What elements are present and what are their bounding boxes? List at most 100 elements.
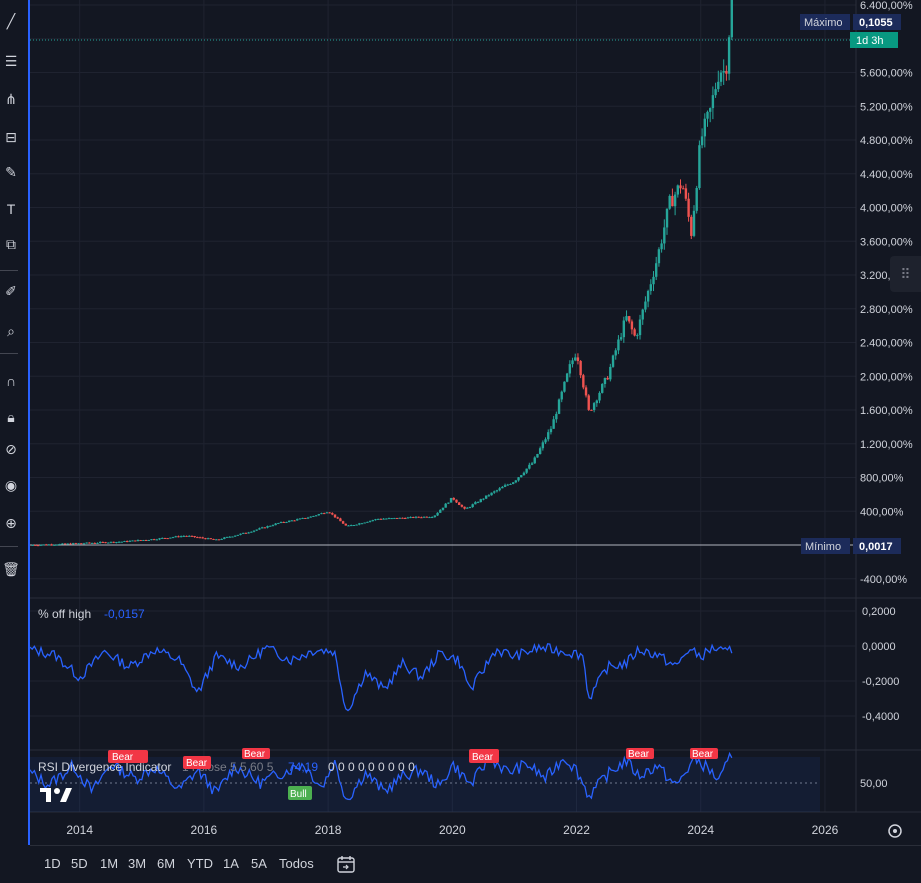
candle (687, 192, 690, 222)
candle-body (344, 523, 348, 526)
range-button-1m[interactable]: 1M (100, 856, 119, 871)
candle-body (528, 464, 531, 469)
globe-icon[interactable]: ⊕ (5, 515, 17, 531)
range-button-ytd[interactable]: YTD (187, 856, 213, 871)
rsi-pane[interactable] (30, 750, 820, 812)
range-button-todos[interactable]: Todos (279, 856, 314, 871)
candle-body (368, 520, 372, 522)
candle-body (347, 525, 350, 527)
candle-body (638, 319, 642, 336)
candle (290, 520, 294, 522)
brush-icon[interactable]: ✎ (5, 164, 17, 180)
gann-icon[interactable]: ⊟ (5, 129, 17, 145)
ruler-icon[interactable]: ✐ (5, 283, 17, 299)
candle (511, 482, 515, 485)
trash-icon[interactable]: 🗑︎ (2, 561, 20, 577)
pattern-icon[interactable]: ⧉ (6, 236, 16, 252)
text-icon[interactable]: T (6, 201, 16, 217)
candle-body (695, 187, 698, 211)
candle (660, 239, 663, 253)
chart-settings-icon[interactable] (888, 824, 902, 838)
candle-body (204, 538, 207, 540)
svg-text:Bear: Bear (112, 752, 134, 763)
candle-body (727, 37, 731, 74)
hide-drawings-icon[interactable]: ⊘ (5, 441, 17, 457)
candle-body (231, 536, 234, 538)
candle-body (522, 472, 526, 476)
fib-retracement-icon[interactable]: ☰ (4, 53, 18, 69)
candle-body (517, 477, 520, 481)
svg-text:Bear: Bear (244, 749, 266, 760)
candle (125, 540, 129, 543)
price-axis-tick-label: 800,00% (860, 473, 904, 485)
candle (182, 535, 186, 537)
pitchfork-icon[interactable]: ⋔ (5, 91, 17, 107)
candle (644, 296, 647, 313)
chart-area[interactable]: 6.400,00% 5.600,00% 5.200,00% 4.800,00% 4.40… (30, 0, 921, 845)
candle-body (592, 403, 596, 411)
candle-body (301, 517, 304, 519)
candle (296, 518, 299, 521)
candle (331, 512, 334, 516)
candle-body (395, 517, 399, 519)
candle (684, 183, 688, 201)
candle (700, 128, 704, 149)
candle (185, 535, 188, 537)
candle (112, 541, 115, 544)
candle (85, 542, 88, 544)
tradingview-logo-icon[interactable] (40, 786, 74, 804)
candle-body (312, 515, 315, 517)
candle-body (652, 276, 655, 285)
candle-body (117, 541, 121, 543)
candle (530, 461, 534, 466)
candle-body (198, 537, 202, 539)
candle (201, 536, 204, 539)
candle-body (285, 522, 288, 524)
candle-body (547, 432, 550, 440)
candle-body (560, 391, 563, 400)
max-value-box (853, 14, 901, 30)
zoom-icon[interactable]: ⌕ (7, 323, 15, 339)
candle-body (166, 538, 169, 540)
price-axis[interactable]: 6.400,00% 5.600,00% 5.200,00% 4.800,00% 4.40… (860, 0, 913, 790)
svg-text:Bear: Bear (692, 749, 714, 760)
candle-body (298, 518, 302, 520)
range-button-5a[interactable]: 5A (251, 856, 267, 871)
magnet-icon[interactable]: ∩ (5, 373, 17, 389)
candle (425, 516, 428, 518)
candle-body (401, 517, 404, 519)
pct-axis-tick-label: -0,2000 (862, 676, 899, 688)
trend-line-icon[interactable]: ╱ (6, 13, 16, 29)
calendar-goto-icon[interactable] (336, 854, 356, 874)
chart-canvas[interactable]: 6.400,00% 5.600,00% 5.200,00% 4.800,00% 4.40… (30, 0, 921, 845)
candle (703, 113, 706, 148)
candle (490, 492, 493, 496)
candle (47, 544, 51, 546)
candle-body (622, 320, 626, 338)
candle (309, 516, 312, 518)
rsi-pane-title[interactable]: RSI Divergence Indicator (38, 760, 171, 774)
price-pane[interactable] (31, 0, 733, 547)
range-button-1d[interactable]: 1D (44, 856, 61, 871)
pct-off-high-pane[interactable] (30, 642, 733, 712)
candle (533, 456, 536, 464)
pane-drag-handle[interactable]: ⠿ (890, 256, 921, 292)
range-button-6m[interactable]: 6M (157, 856, 176, 871)
range-button-5d[interactable]: 5D (71, 856, 88, 871)
range-button-3m[interactable]: 3M (128, 856, 147, 871)
candle (358, 522, 361, 526)
pct-pane-title[interactable]: % off high (38, 607, 91, 621)
candle-body (366, 521, 369, 523)
drawing-toolbar: ╱ ☰ ⋔ ⊟ ✎ T ⧉ ✐ ⌕ ∩ 🔒︎ ⊘ ◉ ⊕ 🗑︎ (0, 0, 30, 845)
candle-body (190, 535, 194, 537)
candle-body (263, 527, 267, 529)
candle (233, 535, 237, 537)
time-axis[interactable]: 2014 2016 2018 2020 2022 2024 2026 (66, 823, 838, 837)
lock-drawings-icon[interactable]: 🔒︎ (7, 409, 15, 425)
candle (142, 539, 145, 541)
candle-body (306, 517, 310, 519)
candle (123, 540, 126, 543)
range-button-1a[interactable]: 1A (223, 856, 239, 871)
eye-icon[interactable]: ◉ (4, 477, 18, 493)
candle (115, 541, 118, 544)
